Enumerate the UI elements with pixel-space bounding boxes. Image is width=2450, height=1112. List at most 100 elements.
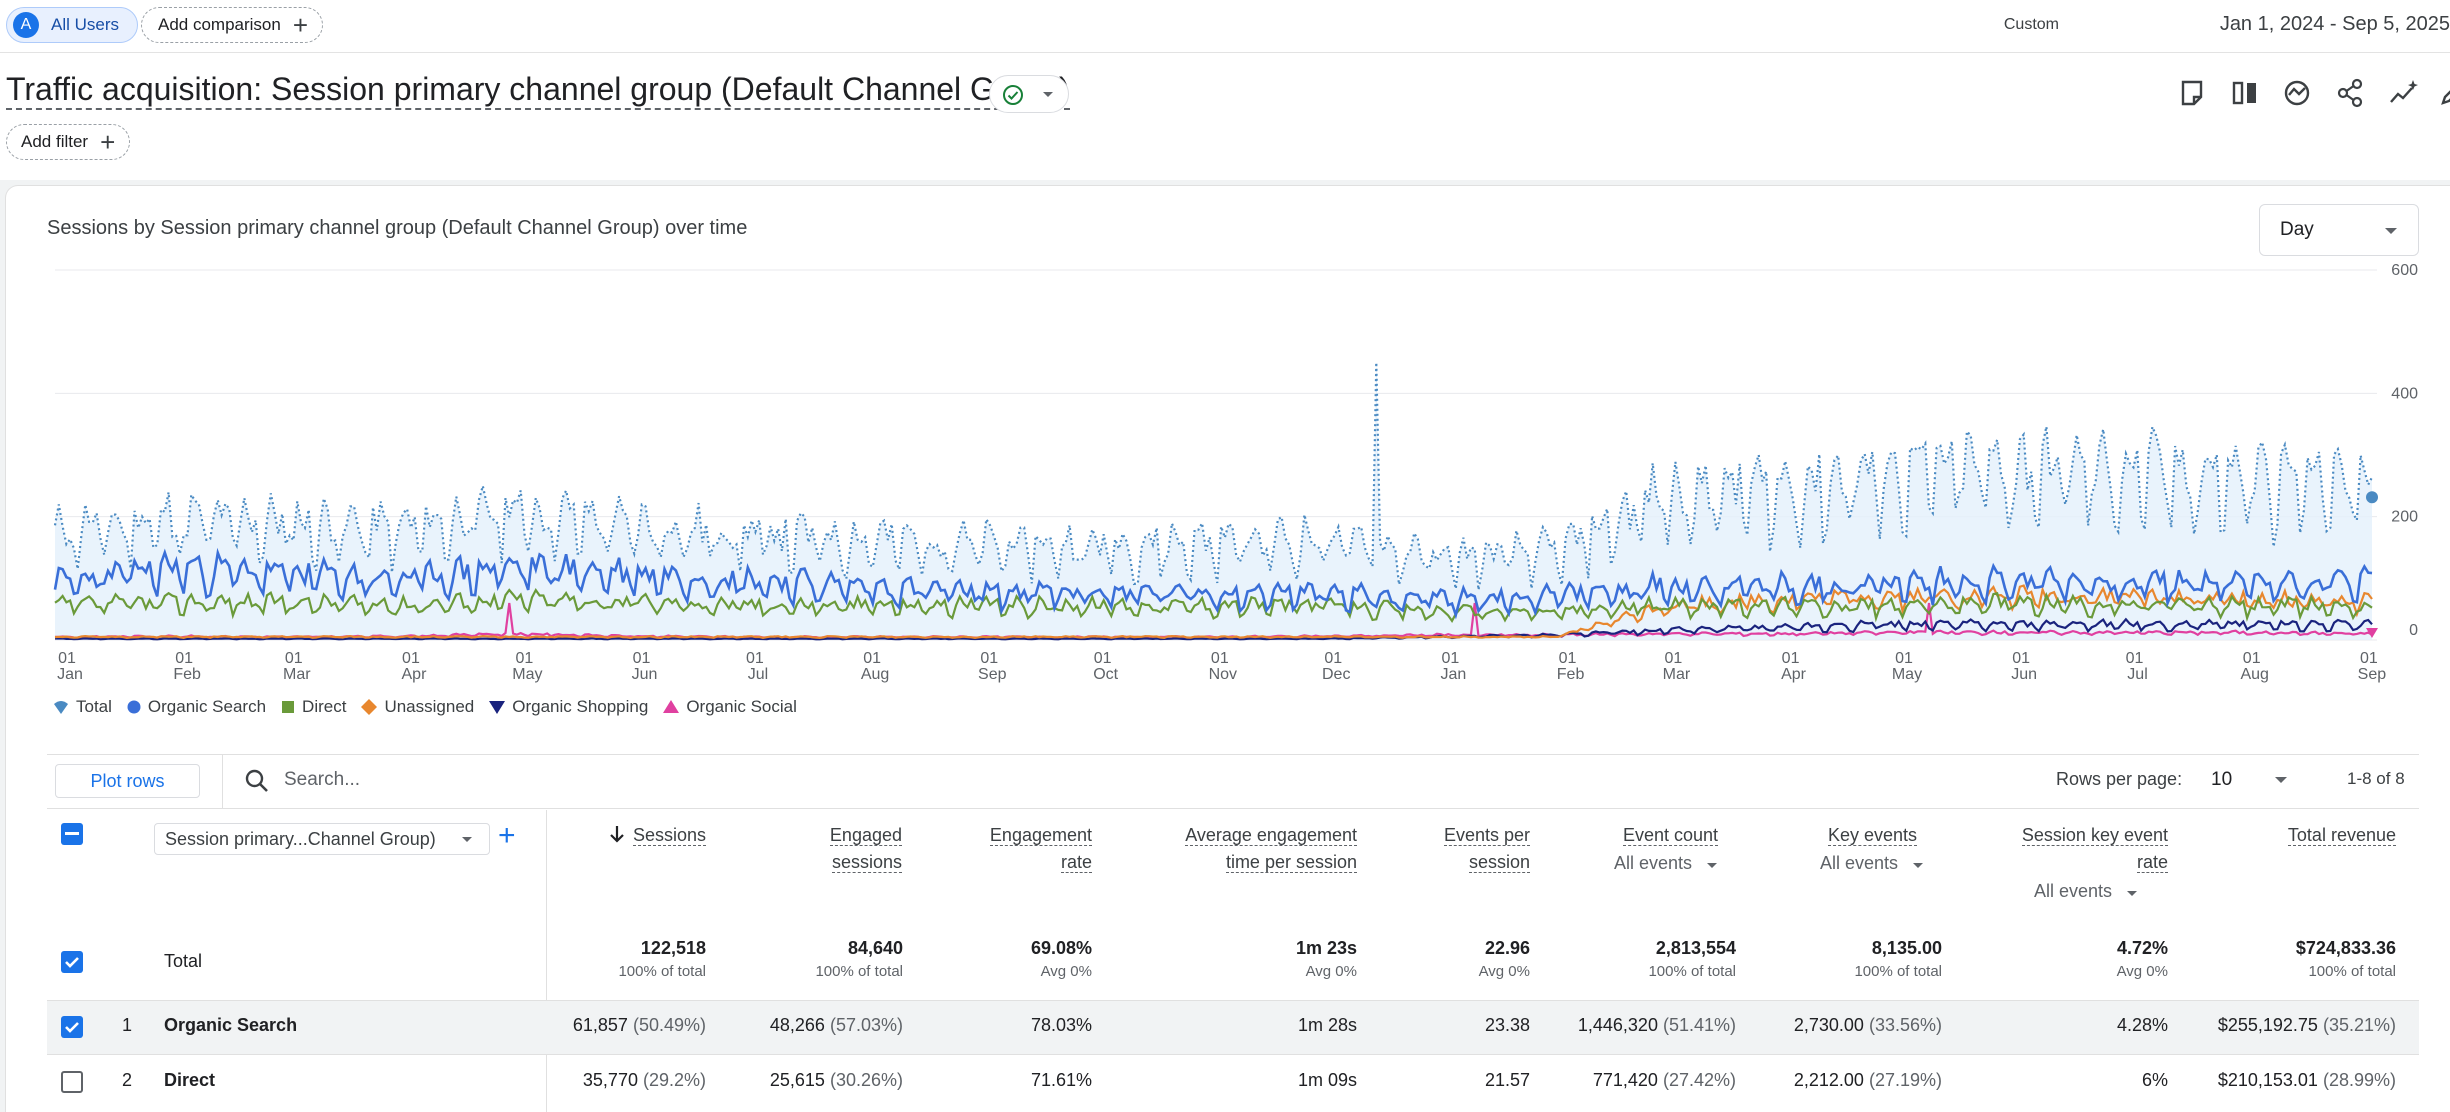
rows-per-page-select[interactable]: 10 bbox=[2211, 769, 2233, 790]
x-tick-day: 01 bbox=[1895, 650, 1913, 667]
column-header-events-per-session[interactable]: Events per session bbox=[1443, 822, 1530, 876]
row-checkbox[interactable] bbox=[61, 1071, 83, 1093]
cell-value: 1m 28s bbox=[1297, 1015, 1357, 1035]
total-subtext: 100% of total bbox=[618, 963, 706, 980]
total-cell: 84,640 100% of total bbox=[815, 937, 903, 983]
table-cell: 1m 28s bbox=[1298, 1015, 1357, 1036]
key-event-rate-filter-dropdown[interactable]: All events bbox=[2034, 878, 2138, 905]
key-events-filter-dropdown[interactable]: All events bbox=[1820, 850, 1924, 877]
caret-down-icon bbox=[2385, 228, 2397, 234]
total-subtext: Avg 0% bbox=[1478, 963, 1530, 980]
granularity-select[interactable]: Day bbox=[2259, 204, 2419, 256]
share-icon[interactable] bbox=[2330, 73, 2370, 113]
legend-marker bbox=[282, 701, 295, 713]
total-value: $724,833.36 bbox=[2295, 938, 2396, 958]
total-cell: 69.08% Avg 0% bbox=[1031, 937, 1092, 983]
x-tick-month: Dec bbox=[1322, 666, 1350, 683]
caret-down-icon bbox=[1913, 863, 1923, 868]
cell-value: $210,153.01 bbox=[2217, 1070, 2318, 1090]
legend-label: Total bbox=[76, 697, 112, 716]
column-title-line2: rate bbox=[2136, 852, 2168, 873]
cell-value: 771,420 bbox=[1592, 1070, 1658, 1090]
sparkle-insights-icon[interactable] bbox=[2383, 73, 2423, 113]
date-range-picker[interactable]: Jan 1, 2024 - Sep 5, 2025 bbox=[2219, 13, 2450, 35]
add-comparison-button[interactable]: Add comparison + bbox=[141, 7, 324, 43]
segment-chip-all-users[interactable]: A All Users bbox=[6, 7, 139, 43]
table-cell: 48,266 (57.03%) bbox=[770, 1015, 903, 1036]
column-header-avg-engagement-time[interactable]: Average engagement time per session bbox=[1185, 822, 1357, 876]
caret-down-icon[interactable] bbox=[2274, 776, 2288, 784]
total-row-checkbox[interactable] bbox=[61, 951, 83, 973]
indeterminate-icon bbox=[65, 832, 79, 835]
column-title-line2: sessions bbox=[831, 852, 902, 873]
x-tick-month: Jul bbox=[2127, 666, 2147, 683]
legend-item-organic-social[interactable]: Organic Social bbox=[662, 697, 797, 717]
column-title: Event count bbox=[1622, 825, 1718, 846]
row-dimension-label[interactable]: Organic Search bbox=[164, 1015, 298, 1035]
caret-down-icon bbox=[462, 837, 472, 842]
column-header-engaged-sessions[interactable]: Engaged sessions bbox=[829, 822, 902, 876]
event-filter-label: All events bbox=[1613, 853, 1692, 873]
column-header-session-key-event-rate[interactable]: Session key event rate bbox=[2021, 822, 2168, 876]
table-cell: 35,770 (29.2%) bbox=[583, 1070, 706, 1091]
row-checkbox[interactable] bbox=[61, 1016, 83, 1038]
x-tick-month: Apr bbox=[1781, 666, 1807, 683]
x-tick-month: Apr bbox=[402, 666, 428, 683]
rows-per-page-label: Rows per page: bbox=[2056, 769, 2183, 789]
cell-percent: (33.56%) bbox=[1863, 1015, 1942, 1035]
total-cell: $724,833.36 100% of total bbox=[2296, 937, 2396, 983]
x-tick-month: Nov bbox=[1209, 666, 1237, 683]
column-header-engagement-rate[interactable]: Engagement rate bbox=[989, 822, 1092, 876]
plot-rows-button[interactable]: Plot rows bbox=[55, 764, 200, 798]
compare-icon[interactable] bbox=[2225, 73, 2265, 113]
series-line-organic-shopping bbox=[55, 617, 2373, 641]
column-header-key-events[interactable]: Key events bbox=[1827, 822, 1917, 849]
check-icon bbox=[65, 957, 79, 968]
chart-legend: Total Organic Search Direct Unassigned Organ… bbox=[52, 697, 811, 717]
select-all-checkbox[interactable] bbox=[61, 823, 83, 845]
table-cell: 25,615 (30.26%) bbox=[770, 1070, 903, 1091]
table-search-input[interactable]: Search... bbox=[284, 769, 361, 790]
legend-label: Organic Search bbox=[147, 697, 267, 716]
dimension-selector[interactable]: Session primary...Channel Group) bbox=[154, 823, 490, 855]
x-tick-month: Jun bbox=[632, 666, 658, 683]
y-tick-label: 200 bbox=[2391, 509, 2418, 526]
y-tick-label: 0 bbox=[2409, 622, 2418, 639]
add-dimension-button[interactable]: + bbox=[498, 819, 516, 852]
x-tick-day: 01 bbox=[1211, 650, 1229, 667]
column-header-total-revenue[interactable]: Total revenue bbox=[2287, 822, 2396, 849]
cell-value: 71.61% bbox=[1030, 1070, 1092, 1090]
cell-value: $255,192.75 bbox=[2217, 1015, 2318, 1035]
event-count-filter-dropdown[interactable]: All events bbox=[1614, 850, 1718, 877]
cell-value: 23.38 bbox=[1484, 1015, 1530, 1035]
y-tick-label: 400 bbox=[2391, 385, 2418, 402]
legend-item-organic-search[interactable]: Organic Search bbox=[126, 697, 266, 717]
edit-icon[interactable] bbox=[2433, 73, 2450, 113]
x-tick-day: 01 bbox=[1094, 650, 1112, 667]
total-subtext: 100% of total bbox=[1854, 963, 1942, 980]
row-dimension-label[interactable]: Direct bbox=[164, 1070, 216, 1090]
legend-marker bbox=[361, 699, 378, 715]
add-comparison-label: Add comparison bbox=[158, 15, 281, 34]
x-tick-month: Feb bbox=[173, 666, 201, 683]
column-title: Key events bbox=[1827, 825, 1917, 846]
add-filter-button[interactable]: Add filter + bbox=[6, 124, 131, 160]
table-cell: 61,857 (50.49%) bbox=[573, 1015, 706, 1036]
x-tick-month: Oct bbox=[1093, 666, 1118, 683]
legend-item-organic-shopping[interactable]: Organic Shopping bbox=[488, 697, 648, 717]
legend-item-unassigned[interactable]: Unassigned bbox=[360, 697, 474, 717]
total-cell: 4.72% Avg 0% bbox=[2117, 937, 2168, 983]
legend-item-direct[interactable]: Direct bbox=[280, 697, 346, 717]
insights-trend-icon[interactable] bbox=[2277, 73, 2317, 113]
cell-percent: (29.2%) bbox=[637, 1070, 706, 1090]
column-header-sessions[interactable]: Sessions bbox=[609, 822, 706, 849]
column-header-event-count[interactable]: Event count bbox=[1622, 822, 1718, 849]
total-value: 8,135.00 bbox=[1871, 938, 1942, 958]
x-tick-day: 01 bbox=[1324, 650, 1342, 667]
legend-item-total[interactable]: Total bbox=[52, 697, 112, 717]
report-status-dropdown[interactable] bbox=[989, 75, 1069, 113]
add-filter-label: Add filter bbox=[21, 132, 89, 151]
y-tick-label: 600 bbox=[2391, 262, 2418, 279]
notes-icon[interactable] bbox=[2172, 73, 2212, 113]
